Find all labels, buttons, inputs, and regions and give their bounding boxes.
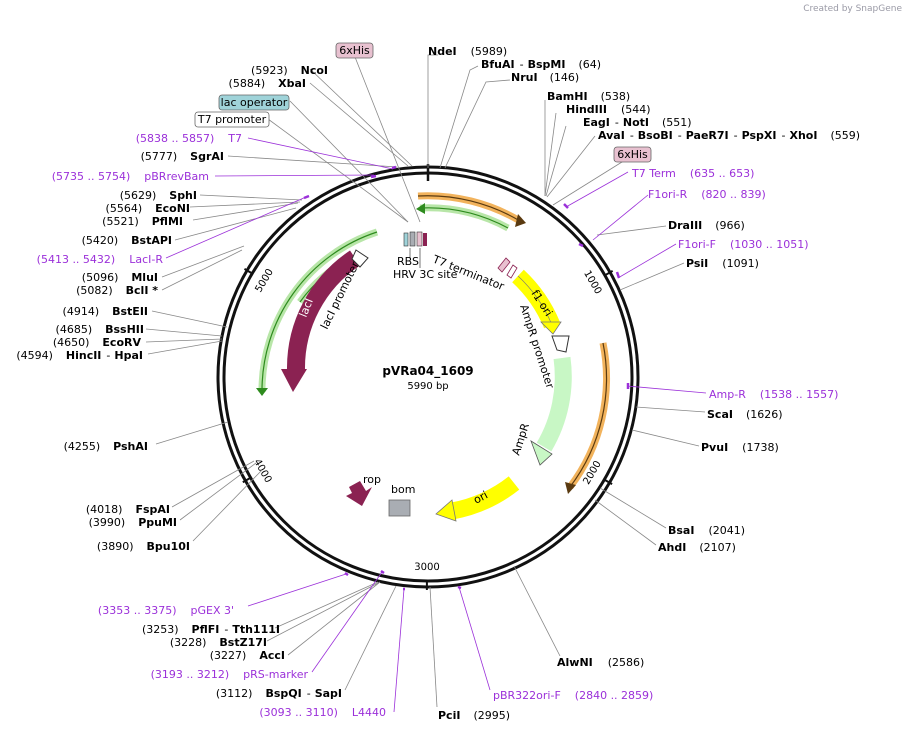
- primer-pbrrevbam[interactable]: (5735 .. 5754)pBRrevBam: [52, 170, 209, 183]
- rbs-label: RBS: [397, 255, 419, 268]
- ampr-label: AmpR: [509, 421, 532, 457]
- bom-label: bom: [391, 483, 415, 496]
- primer-prs-marker[interactable]: (3193 .. 3212)pRS-marker: [151, 668, 309, 681]
- site-bfuai[interactable]: BfuAI-BspMI(64): [481, 58, 601, 71]
- site-nrui[interactable]: NruI(146): [511, 71, 579, 84]
- rbs-feature[interactable]: [404, 233, 408, 246]
- site-eagi[interactable]: EagI-NotI(551): [583, 116, 692, 129]
- primer-laci-r[interactable]: (5413 .. 5432)LacI-R: [37, 253, 164, 266]
- his-right-label: 6xHis: [617, 148, 648, 161]
- his-feature[interactable]: [417, 232, 422, 246]
- site-pflfi[interactable]: (3253)PflFI-Tth111I: [142, 623, 280, 636]
- site-xbai[interactable]: (5884)XbaI: [229, 77, 306, 90]
- site-bsshii[interactable]: (4685)BssHII: [56, 323, 144, 336]
- f1-ori-arrowhead: [541, 322, 561, 334]
- tick-label-3000: 3000: [414, 562, 440, 573]
- t7-promoter-label: T7 promoter: [197, 113, 267, 126]
- tag-feature[interactable]: [423, 233, 427, 246]
- site-ahdi[interactable]: AhdI(2107): [658, 541, 736, 554]
- his-top-label: 6xHis: [339, 44, 370, 57]
- tick-label-4000: 4000: [251, 457, 273, 485]
- site-bstapi[interactable]: (5420)BstAPI: [82, 234, 172, 247]
- site-bspqi[interactable]: (3112)BspQI-SapI: [216, 687, 342, 700]
- ori-arrowhead: [436, 500, 456, 521]
- bom-feature[interactable]: [389, 500, 410, 516]
- site-alwni[interactable]: AlwNI(2586): [557, 656, 644, 669]
- site-draiii[interactable]: DraIII(966): [668, 219, 745, 232]
- plasmid-name: pVRa04_1609: [382, 364, 473, 379]
- site-hindiii[interactable]: HindIII(544): [566, 103, 651, 116]
- hrv-feature[interactable]: [410, 232, 415, 246]
- site-pvui[interactable]: PvuI(1738): [701, 441, 779, 454]
- t7-terminator-feature[interactable]: [498, 258, 510, 272]
- primer-amp-r[interactable]: Amp-R(1538 .. 1557): [709, 388, 838, 401]
- site-bpu10i[interactable]: (3890)Bpu10I: [97, 540, 190, 553]
- primer-f1ori-f[interactable]: F1ori-F(1030 .. 1051): [678, 238, 809, 251]
- primer-l4440[interactable]: (3093 .. 3110)L4440: [259, 706, 386, 719]
- site-bsai[interactable]: BsaI(2041): [668, 524, 745, 537]
- site-pshai[interactable]: (4255)PshAI: [64, 440, 148, 453]
- site-bamhi[interactable]: BamHI(538): [547, 90, 630, 103]
- watermark: Created by SnapGene: [803, 4, 902, 14]
- site-ndei[interactable]: NdeI(5989): [428, 45, 507, 58]
- rop-label: rop: [363, 473, 381, 486]
- site-pflmi[interactable]: (5521)PflMI: [102, 215, 183, 228]
- site-ncoi[interactable]: (5923)NcoI: [251, 64, 328, 77]
- site-ppumi[interactable]: (3990)PpuMI: [89, 516, 177, 529]
- primer-f1ori-r[interactable]: F1ori-R(820 .. 839): [648, 188, 766, 201]
- site-bcli[interactable]: (5082)BclI *: [76, 284, 158, 297]
- t7-terminator-feature-2[interactable]: [507, 265, 517, 278]
- primer-t7[interactable]: (5838 .. 5857)T7: [136, 132, 242, 145]
- site-psii[interactable]: PsiI(1091): [686, 257, 759, 270]
- plasmid-size: 5990 bp: [407, 381, 448, 392]
- site-econi[interactable]: (5564)EcoNI: [106, 202, 190, 215]
- site-hincii[interactable]: (4594)HincII-HpaI: [16, 349, 143, 362]
- site-mlui[interactable]: (5096)MluI: [82, 271, 158, 284]
- site-ecorv[interactable]: (4650)EcoRV: [53, 336, 142, 349]
- orf-left-green-arrow: [256, 388, 268, 396]
- primer-pbr322ori-f[interactable]: pBR322ori-F(2840 .. 2859): [493, 689, 653, 702]
- site-bsteii[interactable]: (4914)BstEII: [63, 305, 148, 318]
- laci-arrowhead[interactable]: [281, 369, 307, 392]
- site-sphi[interactable]: (5629)SphI: [120, 189, 197, 202]
- site-avai[interactable]: AvaI-BsoBI-PaeR7I-PspXI-XhoI(559): [598, 129, 860, 142]
- site-acci[interactable]: (3227)AccI: [210, 649, 285, 662]
- site-scai[interactable]: ScaI(1626): [707, 408, 783, 421]
- ampr-promoter-box[interactable]: [552, 336, 569, 352]
- primer-t7term[interactable]: T7 Term(635 .. 653): [631, 167, 754, 180]
- site-fspai[interactable]: (4018)FspAI: [86, 503, 170, 516]
- site-sgrai[interactable]: (5777)SgrAI: [141, 150, 224, 163]
- site-bstz17i[interactable]: (3228)BstZ17I: [170, 636, 267, 649]
- site-pcii[interactable]: PciI(2995): [438, 709, 510, 722]
- primer-pgex3[interactable]: (3353 .. 3375)pGEX 3': [98, 604, 234, 617]
- tick-label-5000: 5000: [254, 267, 276, 295]
- lac-operator-label: lac operator: [221, 96, 288, 109]
- tick-label-1000: 1000: [581, 269, 603, 297]
